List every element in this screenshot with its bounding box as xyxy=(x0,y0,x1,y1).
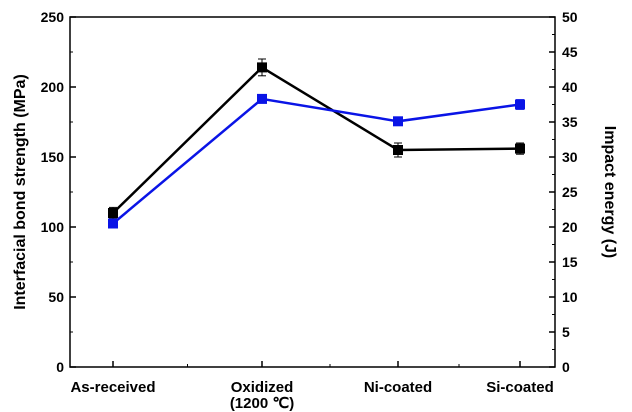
right-tick-label: 50 xyxy=(562,9,578,25)
category-sublabel: (1200 ℃) xyxy=(230,395,294,412)
data-point xyxy=(393,145,403,155)
category-label: Si-coated xyxy=(486,379,554,396)
series-layer xyxy=(108,59,525,229)
series-line-2 xyxy=(113,99,520,224)
data-point xyxy=(515,100,525,110)
right-tick-label: 0 xyxy=(562,359,570,375)
right-axis-title: Impact energy (J) xyxy=(601,126,618,258)
right-tick-label: 10 xyxy=(562,289,578,305)
right-tick-label: 40 xyxy=(562,79,578,95)
data-point xyxy=(515,144,525,154)
data-point xyxy=(257,62,267,72)
category-label: Oxidized xyxy=(231,379,294,396)
right-tick-label: 20 xyxy=(562,219,578,235)
right-tick-label: 5 xyxy=(562,324,570,340)
left-tick-label: 0 xyxy=(56,359,64,375)
right-tick-label: 35 xyxy=(562,114,578,130)
series-line-1 xyxy=(113,67,520,213)
right-tick-label: 15 xyxy=(562,254,578,270)
left-tick-label: 50 xyxy=(48,289,64,305)
category-label: Ni-coated xyxy=(364,379,432,396)
data-point xyxy=(257,94,267,104)
data-point xyxy=(108,219,118,229)
data-point xyxy=(393,116,403,126)
right-tick-label: 25 xyxy=(562,184,578,200)
left-tick-label: 150 xyxy=(41,149,65,165)
data-point xyxy=(108,208,118,218)
plot-frame xyxy=(70,17,555,367)
right-tick-label: 30 xyxy=(562,149,578,165)
left-axis-title: Interfacial bond strength (MPa) xyxy=(12,74,29,310)
x-axis: As-received Oxidized(1200 ℃) Ni-coated Si-c… xyxy=(70,361,553,412)
category-label: As-received xyxy=(70,379,155,396)
left-tick-label: 100 xyxy=(41,219,65,235)
right-tick-label: 45 xyxy=(562,44,578,60)
left-tick-label: 250 xyxy=(41,9,65,25)
right-axis: 0 5 10 15 20 25 30 35 40 45 50 xyxy=(549,9,578,375)
left-tick-label: 200 xyxy=(41,79,65,95)
